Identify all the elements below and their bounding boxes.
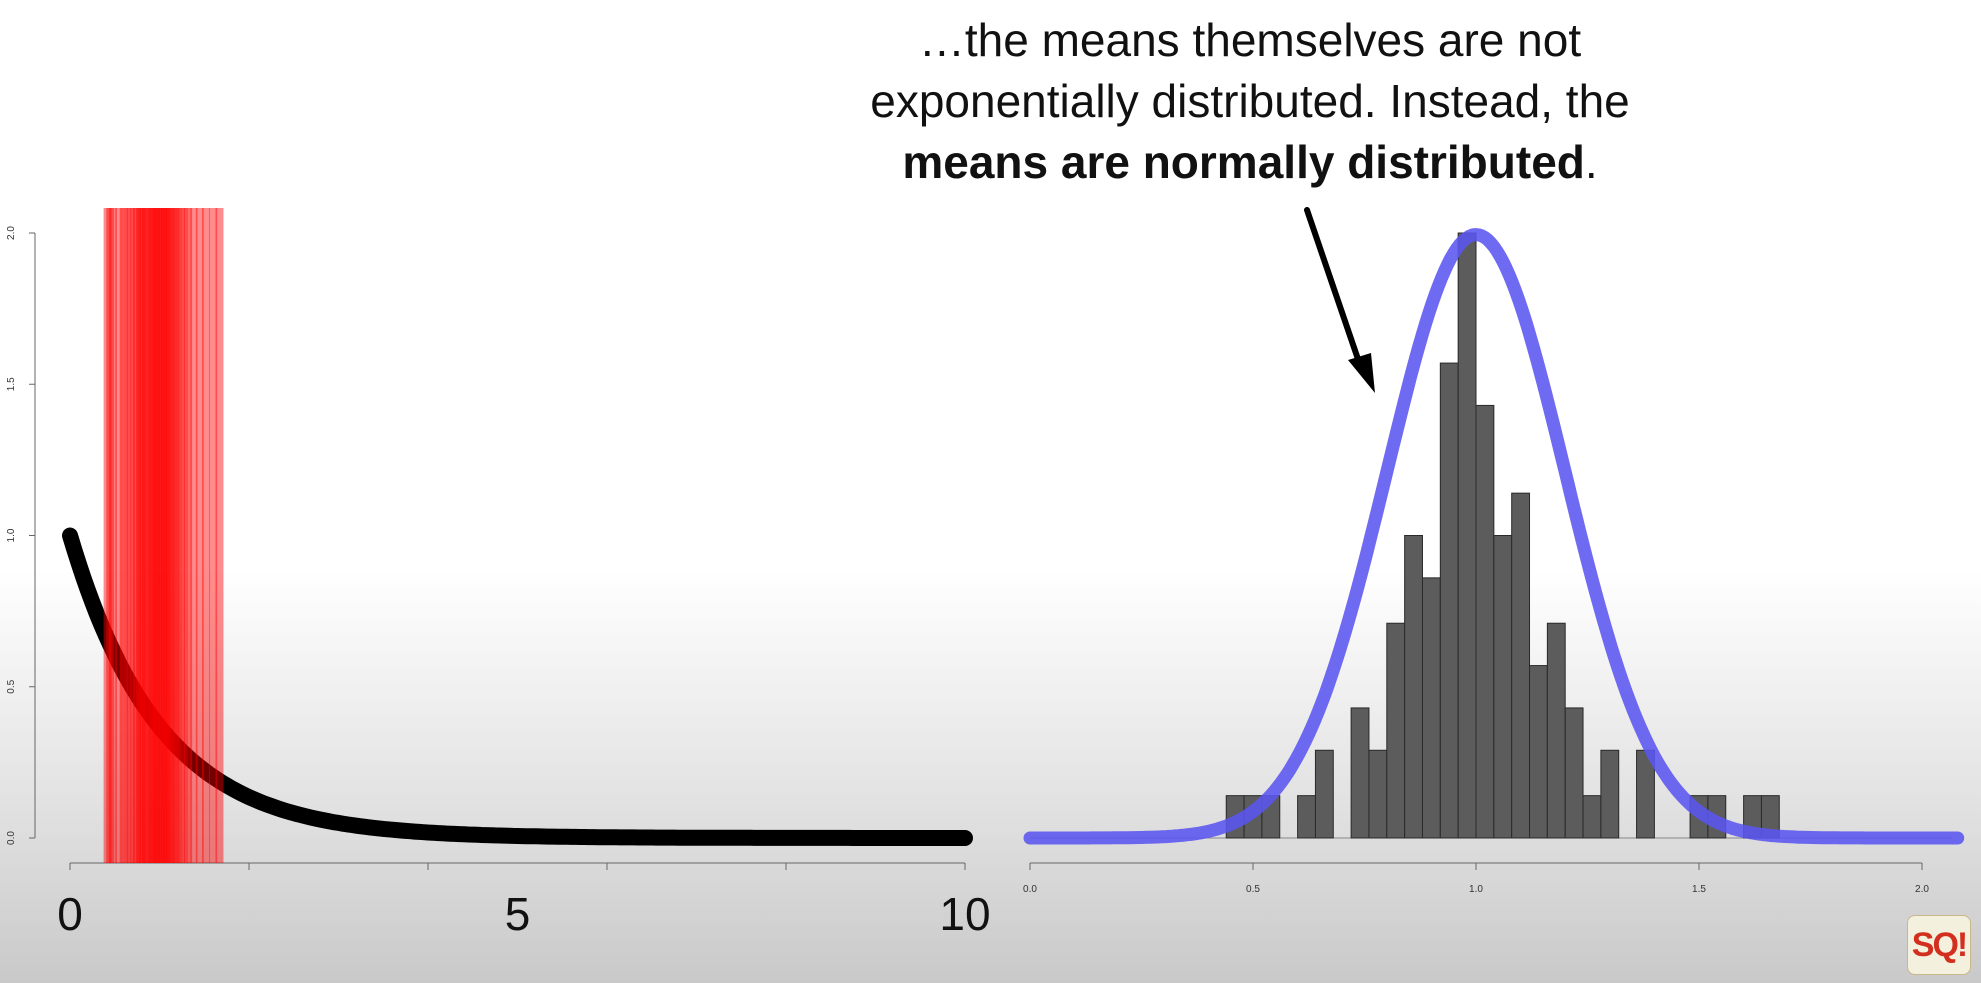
sample-mean-line — [137, 208, 146, 863]
caption-line-2: exponentially distributed. Instead, the — [870, 75, 1630, 127]
histogram-bar — [1546, 622, 1566, 839]
left-y-tick-label: 1.0 — [6, 528, 17, 542]
annotation-arrow — [1304, 207, 1375, 393]
histogram-bar — [1475, 404, 1495, 839]
histogram-bar — [1493, 535, 1513, 839]
arrow-head — [1348, 353, 1375, 393]
sample-mean-line — [160, 208, 169, 863]
sample-mean-line — [150, 208, 159, 863]
logo-text: SQ! — [1911, 925, 1968, 964]
right-x-tick-label: 1.0 — [1469, 884, 1483, 895]
sample-mean-line — [195, 208, 204, 863]
histogram-bar — [1297, 795, 1316, 839]
arrow-shaft — [1304, 207, 1363, 368]
histogram-bar — [1314, 749, 1334, 839]
left-y-tick-label: 2.0 — [6, 226, 17, 240]
sample-mean-line — [103, 208, 112, 863]
sample-mean-line — [189, 208, 198, 863]
caption-line-1: …the means themselves are not — [918, 14, 1582, 66]
sample-mean-line — [123, 208, 132, 863]
histogram-bar — [1511, 492, 1531, 839]
histogram-chart: 0.0 0.5 1.0 1.5 2.0 — [1023, 228, 1965, 895]
sample-mean-line — [159, 208, 168, 863]
sample-mean-line — [146, 208, 155, 863]
sample-mean-line — [126, 208, 135, 863]
left-y-tick-label: 1.5 — [6, 377, 17, 391]
caption-period: . — [1584, 136, 1598, 188]
sample-mean-line — [130, 208, 139, 863]
sample-mean-line — [139, 208, 148, 863]
sample-mean-line — [142, 208, 151, 863]
caption-bold-text: means are normally distributed — [902, 136, 1585, 188]
sample-mean-line — [153, 208, 162, 863]
left-x-tick-label: 5 — [505, 888, 531, 940]
sample-mean-line — [155, 208, 164, 863]
sample-mean-line — [215, 208, 224, 863]
histogram-bar — [1439, 362, 1459, 839]
sample-mean-line — [151, 208, 160, 863]
histogram-bar — [1421, 577, 1441, 839]
right-x-tick-label: 1.5 — [1692, 884, 1706, 895]
sample-mean-line — [148, 208, 157, 863]
histogram-bar — [1368, 749, 1388, 839]
histogram-bar — [1582, 795, 1602, 839]
sample-mean-line — [171, 208, 180, 863]
right-x-tick-label: 0.5 — [1246, 884, 1260, 895]
histogram-bar — [1564, 707, 1584, 839]
histogram-bar — [1600, 749, 1620, 839]
sample-mean-line — [135, 208, 144, 863]
sample-mean-line — [108, 208, 117, 863]
right-x-tick-label: 2.0 — [1915, 884, 1929, 895]
sample-mean-line — [133, 208, 142, 863]
caption-line-3: means are normally distributed. — [790, 132, 1710, 193]
histogram-bar — [1386, 622, 1406, 839]
sample-mean-line — [180, 208, 189, 863]
left-x-tick-label: 10 — [939, 888, 990, 940]
exponential-chart: 0.0 0.5 1.0 1.5 2.0 0 5 10 — [6, 208, 991, 940]
sample-mean-line — [166, 208, 175, 863]
sample-mean-line — [184, 208, 193, 863]
sample-mean-line — [176, 208, 185, 863]
channel-logo: SQ! — [1907, 915, 1971, 975]
exponential-curve — [62, 527, 973, 846]
sample-mean-line — [143, 208, 152, 863]
normal-curve — [1023, 228, 1965, 845]
sample-mean-line — [173, 208, 182, 863]
histogram-bar — [1350, 707, 1370, 839]
left-x-tick-label: 0 — [57, 888, 83, 940]
sample-mean-line — [162, 208, 171, 863]
histogram-bar — [1529, 665, 1548, 839]
right-x-tick-label: 0.0 — [1023, 884, 1037, 895]
sample-mean-line — [119, 208, 128, 863]
left-y-tick-label: 0.5 — [6, 679, 17, 693]
left-y-tick-label: 0.0 — [6, 831, 17, 845]
sample-mean-line — [202, 208, 211, 863]
sample-mean-line — [106, 208, 115, 863]
sample-mean-line — [115, 208, 124, 863]
sample-mean-line — [164, 208, 173, 863]
sample-mean-line — [209, 208, 218, 863]
annotation-caption: …the means themselves are not exponentia… — [790, 10, 1710, 193]
sample-mean-line — [157, 208, 166, 863]
histogram-bar — [1404, 535, 1423, 839]
sample-mean-line — [168, 208, 177, 863]
histogram-bar — [1457, 232, 1477, 839]
